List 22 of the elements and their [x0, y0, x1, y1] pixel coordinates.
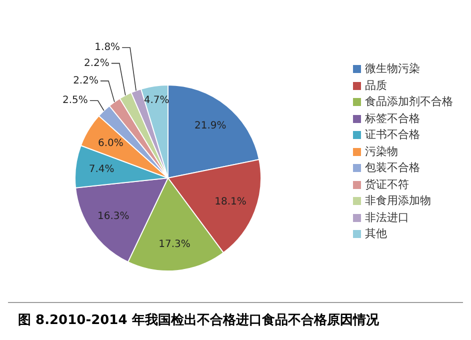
legend-label: 证书不合格 — [365, 128, 420, 142]
data-label: 7.4% — [88, 164, 114, 176]
legend-label: 其他 — [365, 227, 387, 242]
legend-label: 非法进口 — [365, 210, 409, 225]
data-label: 21.9% — [194, 120, 226, 132]
data-label: 1.8% — [94, 42, 120, 54]
data-label: 16.3% — [97, 211, 130, 222]
data-label: 6.0% — [98, 138, 124, 149]
legend-label: 货证不符 — [365, 178, 409, 192]
data-label: 18.1% — [214, 196, 246, 208]
legend-label: 非食用添加物 — [365, 194, 431, 208]
data-label: 2.2% — [84, 58, 110, 69]
legend-label: 食品添加剂不合格 — [365, 95, 453, 110]
text: 图 8.2010-2014 年我国检出不合格进口食品不合格原因情况 — [17, 312, 380, 329]
legend-label: 标签不合格 — [365, 112, 420, 126]
data-label: 17.3% — [158, 239, 190, 250]
data-label: 2.5% — [62, 95, 88, 106]
legend-label: 品质 — [365, 78, 387, 93]
legend-label: 微生物污染 — [365, 62, 420, 76]
legend-label: 污染物 — [365, 144, 398, 159]
data-label: 2.2% — [73, 75, 98, 86]
legend-label: 包装不合格 — [365, 161, 420, 176]
